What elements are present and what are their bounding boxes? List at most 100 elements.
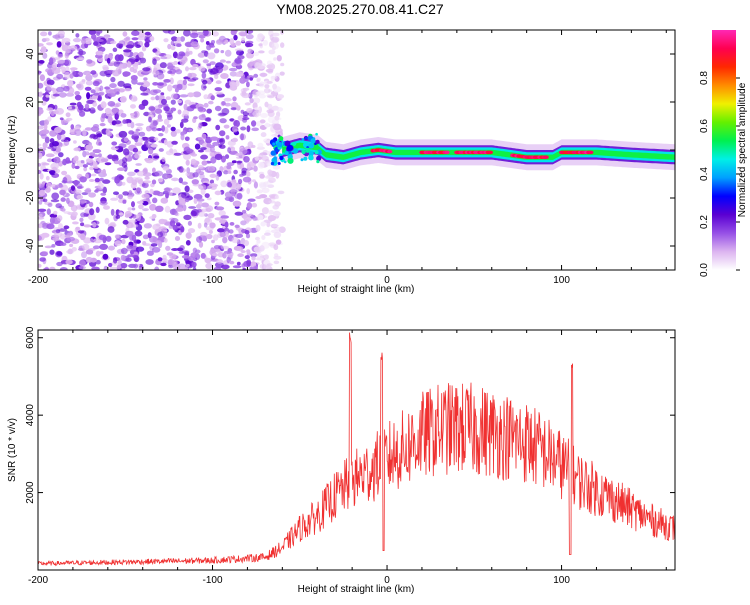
noise-speckle bbox=[270, 229, 279, 234]
noise-speckle bbox=[112, 47, 118, 52]
noise-speckle bbox=[95, 30, 103, 34]
noise-speckle bbox=[261, 207, 269, 215]
noise-speckle bbox=[63, 71, 71, 79]
noise-speckle bbox=[209, 152, 215, 157]
noise-speckle bbox=[221, 101, 226, 106]
noise-speckle bbox=[174, 87, 179, 93]
noise-speckle bbox=[120, 247, 128, 255]
noise-speckle bbox=[249, 98, 254, 104]
noise-speckle bbox=[209, 61, 216, 65]
noise-speckle bbox=[73, 140, 77, 144]
noise-speckle bbox=[84, 103, 90, 110]
noise-speckle bbox=[61, 37, 71, 44]
noise-speckle bbox=[112, 257, 118, 264]
noise-speckle bbox=[190, 58, 196, 66]
noise-speckle bbox=[38, 43, 44, 47]
noise-speckle bbox=[251, 145, 256, 148]
noise-speckle bbox=[220, 73, 229, 79]
noise-speckle bbox=[232, 96, 237, 102]
snr-ylabel: SNR (10 * v/v) bbox=[7, 418, 18, 482]
noise-speckle bbox=[90, 109, 96, 114]
noise-speckle bbox=[77, 185, 84, 189]
noise-speckle bbox=[157, 178, 164, 183]
noise-speckle bbox=[238, 178, 243, 185]
noise-speckle bbox=[99, 243, 108, 250]
noise-speckle bbox=[123, 49, 132, 53]
noise-speckle bbox=[178, 166, 184, 173]
noise-speckle bbox=[133, 263, 138, 269]
noise-speckle bbox=[58, 152, 64, 158]
noise-speckle bbox=[144, 41, 150, 48]
signal-core bbox=[387, 149, 393, 154]
noise-speckle bbox=[51, 67, 61, 74]
noise-speckle bbox=[63, 211, 71, 214]
noise-speckle bbox=[252, 97, 261, 104]
noise-speckle bbox=[142, 67, 151, 72]
noise-speckle bbox=[150, 96, 156, 101]
noise-speckle bbox=[233, 169, 238, 175]
y-tick-label: 20 bbox=[25, 96, 36, 108]
noise-speckle bbox=[234, 224, 240, 229]
noise-speckle bbox=[280, 42, 285, 48]
noise-speckle bbox=[228, 229, 234, 234]
noise-speckle bbox=[206, 63, 212, 67]
noise-speckle bbox=[159, 62, 167, 69]
noise-speckle bbox=[263, 254, 269, 260]
noise-speckle bbox=[80, 212, 87, 218]
noise-speckle bbox=[272, 210, 281, 217]
noise-speckle bbox=[260, 221, 267, 227]
noise-speckle bbox=[100, 158, 109, 163]
noise-speckle bbox=[265, 68, 274, 73]
noise-speckle bbox=[202, 59, 209, 64]
noise-speckle bbox=[82, 243, 90, 251]
noise-speckle bbox=[165, 96, 171, 100]
noise-speckle bbox=[130, 75, 138, 81]
noise-speckle bbox=[58, 228, 68, 232]
noise-speckle bbox=[60, 242, 67, 246]
noise-speckle bbox=[268, 200, 276, 204]
noise-speckle bbox=[204, 217, 210, 223]
noise-speckle bbox=[38, 70, 42, 74]
noise-speckle bbox=[170, 217, 179, 224]
signal-speckle bbox=[315, 139, 320, 144]
noise-speckle bbox=[187, 228, 196, 234]
x-tick-label: 0 bbox=[384, 275, 390, 286]
noise-speckle bbox=[127, 171, 136, 177]
noise-speckle bbox=[216, 259, 224, 264]
noise-speckle bbox=[201, 133, 207, 140]
noise-speckle bbox=[79, 233, 86, 241]
noise-speckle bbox=[82, 164, 88, 168]
noise-speckle bbox=[231, 160, 237, 164]
noise-speckle bbox=[163, 238, 168, 243]
noise-speckle bbox=[256, 78, 261, 83]
noise-speckle bbox=[56, 73, 64, 80]
noise-speckle bbox=[105, 235, 112, 242]
noise-speckle bbox=[210, 40, 216, 44]
noise-speckle bbox=[89, 166, 95, 171]
noise-speckle bbox=[175, 207, 184, 212]
noise-speckle bbox=[41, 162, 50, 166]
noise-speckle bbox=[76, 101, 82, 108]
noise-speckle bbox=[248, 92, 253, 99]
noise-speckle bbox=[229, 81, 237, 87]
noise-speckle bbox=[179, 94, 189, 98]
noise-speckle bbox=[242, 267, 246, 270]
noise-speckle bbox=[115, 215, 121, 219]
noise-speckle bbox=[164, 126, 169, 134]
noise-speckle bbox=[88, 201, 94, 208]
colorbar: 0.0 0.2 0.4 0.6 0.8 Normalized spectral ampl… bbox=[699, 30, 748, 277]
noise-speckle bbox=[234, 57, 242, 64]
noise-speckle bbox=[224, 154, 230, 160]
noise-speckle bbox=[207, 213, 215, 219]
noise-speckle bbox=[53, 110, 59, 115]
noise-speckle bbox=[164, 205, 171, 213]
noise-speckle bbox=[236, 246, 244, 252]
noise-speckle bbox=[185, 51, 190, 57]
noise-speckle bbox=[205, 233, 213, 240]
noise-speckle bbox=[150, 143, 158, 148]
noise-speckle bbox=[82, 129, 87, 137]
noise-speckle bbox=[236, 105, 241, 111]
noise-speckle bbox=[184, 197, 190, 203]
noise-speckle bbox=[225, 60, 231, 64]
